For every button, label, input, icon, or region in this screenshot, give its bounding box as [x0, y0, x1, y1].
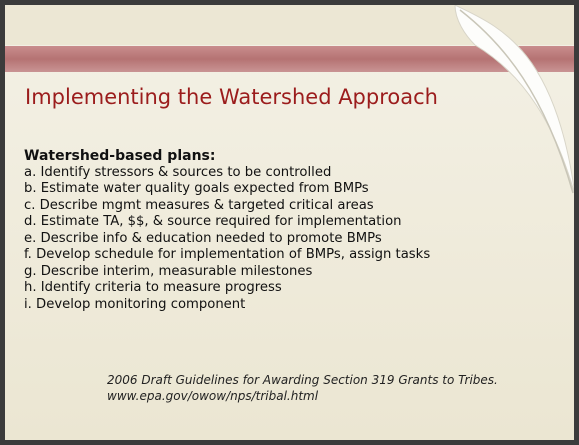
- footer: 2006 Draft Guidelines for Awarding Secti…: [107, 372, 498, 404]
- footer-line: 2006 Draft Guidelines for Awarding Secti…: [107, 372, 498, 388]
- list-item: b. Estimate water quality goals expected…: [24, 181, 468, 198]
- list-item: e. Describe info & education needed to p…: [24, 231, 468, 248]
- footer-line: www.epa.gov/owow/nps/tribal.html: [107, 388, 498, 404]
- list-item: h. Identify criteria to measure progress: [24, 280, 468, 297]
- list-item: a. Identify stressors & sources to be co…: [24, 165, 468, 182]
- list-item: f. Develop schedule for implementation o…: [24, 247, 468, 264]
- list-item: d. Estimate TA, $$, & source required fo…: [24, 214, 468, 231]
- heading: Watershed-based plans:: [24, 148, 468, 165]
- slide: Implementing the Watershed Approach Wate…: [0, 0, 579, 445]
- item-list: a. Identify stressors & sources to be co…: [24, 165, 468, 314]
- list-item: c. Describe mgmt measures & targeted cri…: [24, 198, 468, 215]
- list-item: i. Develop monitoring component: [24, 297, 468, 314]
- list-item: g. Describe interim, measurable mileston…: [24, 264, 468, 281]
- slide-title: Implementing the Watershed Approach: [25, 85, 438, 109]
- content: Watershed-based plans: a. Identify stres…: [24, 148, 468, 313]
